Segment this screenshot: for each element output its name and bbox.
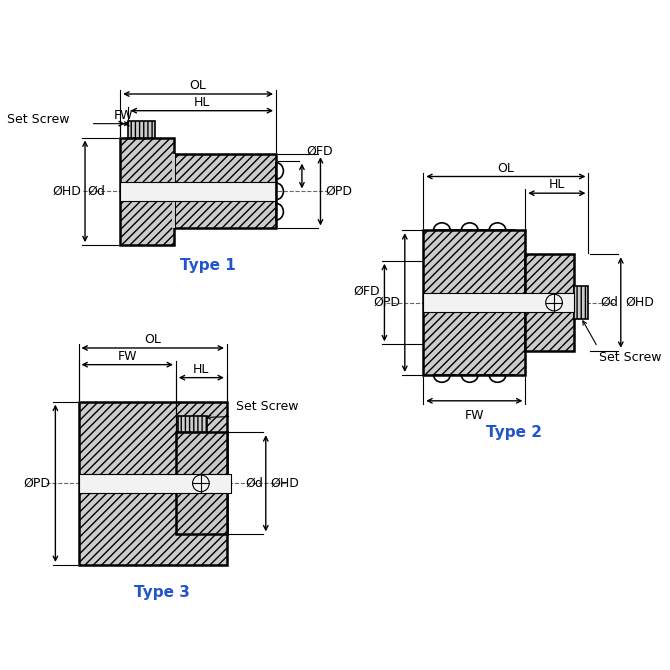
Text: ØPD: ØPD bbox=[23, 477, 51, 490]
Text: Type 1: Type 1 bbox=[180, 258, 235, 273]
Text: ØFD: ØFD bbox=[353, 285, 380, 298]
Text: Type 3: Type 3 bbox=[134, 585, 190, 600]
Text: ØHD: ØHD bbox=[271, 477, 299, 490]
Text: ØPD: ØPD bbox=[373, 296, 400, 309]
Bar bbox=[120, 182, 276, 200]
Text: HL: HL bbox=[549, 178, 565, 192]
Bar bbox=[525, 255, 574, 351]
Bar bbox=[172, 154, 175, 228]
Text: ØPD: ØPD bbox=[325, 185, 352, 198]
Text: FW: FW bbox=[114, 109, 134, 122]
Text: OL: OL bbox=[144, 333, 161, 346]
Bar bbox=[128, 121, 155, 137]
Text: HL: HL bbox=[193, 362, 210, 376]
Bar bbox=[174, 154, 276, 228]
Text: Type 2: Type 2 bbox=[486, 425, 542, 440]
Text: ØFD: ØFD bbox=[307, 145, 333, 158]
Bar bbox=[423, 230, 525, 375]
Text: FW: FW bbox=[464, 409, 484, 422]
Text: ØHD: ØHD bbox=[52, 185, 81, 198]
Text: OL: OL bbox=[497, 161, 515, 175]
Text: HL: HL bbox=[194, 96, 210, 109]
Text: Ød: Ød bbox=[245, 477, 263, 490]
Bar bbox=[176, 432, 227, 534]
Text: Ød: Ød bbox=[88, 185, 105, 198]
Text: FW: FW bbox=[117, 350, 137, 363]
Bar bbox=[423, 293, 574, 312]
Bar bbox=[78, 402, 227, 565]
Text: Set Screw: Set Screw bbox=[600, 351, 662, 364]
Text: ØHD: ØHD bbox=[625, 296, 655, 309]
Bar bbox=[178, 415, 208, 432]
Text: Ød: Ød bbox=[600, 296, 618, 309]
Bar bbox=[120, 137, 174, 245]
Text: Set Screw: Set Screw bbox=[236, 400, 299, 413]
Bar bbox=[574, 286, 588, 319]
Text: OL: OL bbox=[190, 79, 206, 92]
Bar bbox=[78, 474, 231, 492]
Text: Set Screw: Set Screw bbox=[7, 113, 69, 125]
